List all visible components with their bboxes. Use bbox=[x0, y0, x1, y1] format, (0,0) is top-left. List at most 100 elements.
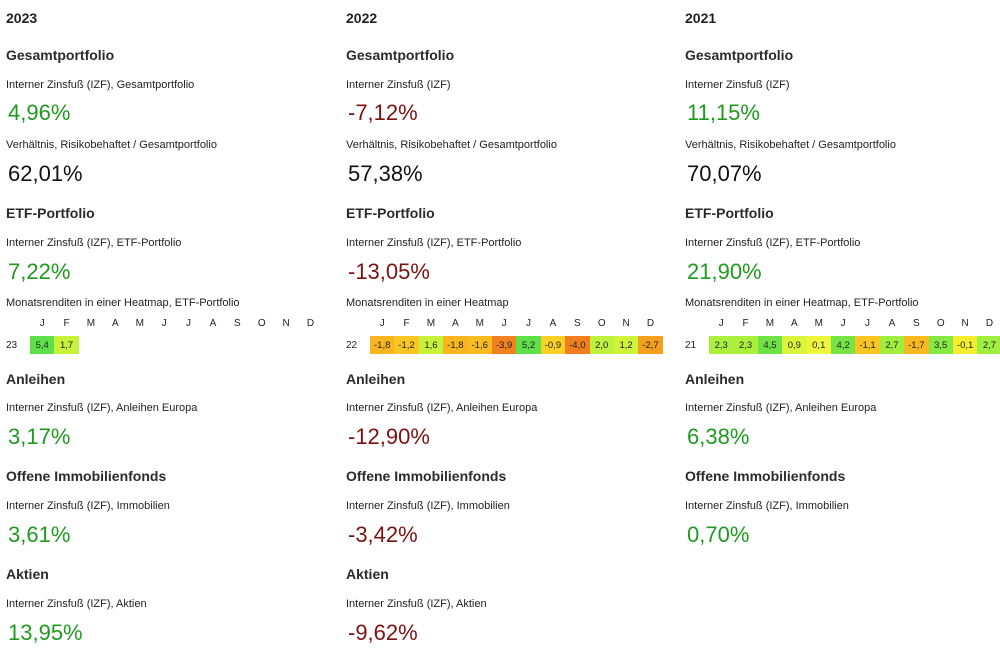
heatmap-month-label: A bbox=[791, 318, 798, 329]
heatmap-cell: 3,5 bbox=[928, 336, 953, 354]
heatmap-cell: -1,8 bbox=[443, 336, 468, 354]
heatmap-month-label: M bbox=[814, 318, 823, 329]
gesamt-irr-value: 11,15% bbox=[687, 100, 760, 125]
year-heading: 2021 bbox=[685, 10, 717, 26]
gesamt-irr-label: Interner Zinsfuß (IZF) bbox=[685, 79, 790, 91]
heatmap-month-label: A bbox=[888, 318, 896, 329]
heatmap-month-label: N bbox=[282, 318, 290, 329]
heatmap-month-label: N bbox=[961, 318, 969, 329]
immobilien-irr-value: 3,61% bbox=[8, 522, 71, 547]
heatmap-month-label: M bbox=[86, 318, 96, 329]
heatmap-row: 23 5,4 1,7 bbox=[6, 336, 79, 354]
heatmap-cell: 1,7 bbox=[54, 336, 79, 354]
immobilien-irr-value: 0,70% bbox=[687, 522, 750, 547]
heatmap-cell: 5,2 bbox=[516, 336, 541, 354]
etf-irr-label: Interner Zinsfuß (IZF), ETF-Portfolio bbox=[346, 237, 522, 249]
heatmap-month-label: J bbox=[39, 318, 45, 329]
heatmap-row: 21 2,3 2,3 4,5 0,9 0,1 4,2 -1,1 2,7 -1,7 3,5 -0,1 2,… bbox=[685, 336, 1000, 354]
heatmap-month-label: J bbox=[865, 318, 871, 329]
ratio-value: 57,38% bbox=[348, 161, 423, 186]
immobilien-irr-label: Interner Zinsfuß (IZF), Immobilien bbox=[346, 500, 510, 512]
heatmap-month-label: O bbox=[597, 318, 606, 329]
year-heading: 2023 bbox=[6, 10, 38, 26]
section-heading-etf: ETF-Portfolio bbox=[346, 205, 435, 221]
etf-irr-value: 7,22% bbox=[8, 259, 71, 284]
section-heading-immobilien: Offene Immobilienfonds bbox=[685, 468, 846, 484]
heatmap-cell: 0,9 bbox=[782, 336, 807, 354]
heatmap-month-label: A bbox=[452, 318, 459, 329]
heatmap-month-label: S bbox=[912, 318, 920, 329]
gesamt-irr-label: Interner Zinsfuß (IZF) bbox=[346, 79, 451, 91]
heatmap-cell: 0,1 bbox=[806, 336, 831, 354]
heatmap-month-label: D bbox=[646, 318, 655, 329]
heatmap-month-label: J bbox=[840, 318, 846, 329]
heatmap-cell: 2,7 bbox=[879, 336, 905, 354]
column-2021: 2021 Gesamtportfolio Interner Zinsfuß (I… bbox=[685, 0, 1000, 651]
anleihen-irr-value: -12,90% bbox=[348, 424, 430, 449]
ratio-label: Verhältnis, Risikobehaftet / Gesamtportf… bbox=[346, 139, 557, 151]
gesamt-irr-value: 4,96% bbox=[8, 100, 71, 125]
gesamt-irr-label: Interner Zinsfuß (IZF), Gesamtportfolio bbox=[6, 79, 195, 91]
ratio-value: 62,01% bbox=[8, 161, 83, 186]
heatmap-cell: -1,6 bbox=[467, 336, 492, 354]
heatmap-cell: 2,3 bbox=[733, 336, 758, 354]
etf-irr-value: 21,90% bbox=[687, 259, 762, 284]
heatmap-cell: 2,7 bbox=[977, 336, 1000, 354]
heatmap-month-label: O bbox=[936, 318, 945, 329]
heatmap-month-label: N bbox=[622, 318, 630, 329]
heatmap-cell: 2,3 bbox=[709, 336, 734, 354]
heatmap-cell: -0,9 bbox=[540, 336, 566, 354]
anleihen-irr-label: Interner Zinsfuß (IZF), Anleihen Europa bbox=[346, 402, 538, 414]
section-heading-gesamtportfolio: Gesamtportfolio bbox=[346, 47, 455, 63]
heatmap-month-label: J bbox=[501, 318, 507, 329]
heatmap-month-label: J bbox=[186, 318, 192, 329]
heatmap-cell: -1,1 bbox=[855, 336, 880, 354]
section-heading-aktien: Aktien bbox=[346, 566, 389, 582]
etf-irr-label: Interner Zinsfuß (IZF), ETF-Portfolio bbox=[685, 237, 861, 249]
gesamt-irr-value: -7,12% bbox=[348, 100, 418, 125]
heatmap-label: Monatsrenditen in einer Heatmap, ETF-Por… bbox=[6, 297, 240, 309]
heatmap-cell: -1,2 bbox=[394, 336, 419, 354]
section-heading-aktien: Aktien bbox=[6, 566, 49, 582]
section-heading-immobilien: Offene Immobilienfonds bbox=[346, 468, 507, 484]
heatmap-month-label: D bbox=[985, 318, 994, 329]
heatmap-row: 22 -1,8 -1,2 1,6 -1,8 -1,6 -3,9 5,2 -0,9 -4,0 2,0 1… bbox=[346, 336, 663, 354]
heatmap-cell: -2,7 bbox=[638, 336, 663, 354]
heatmap-month-label: M bbox=[135, 318, 144, 329]
immobilien-irr-label: Interner Zinsfuß (IZF), Immobilien bbox=[6, 500, 170, 512]
heatmap-cell: -3,9 bbox=[491, 336, 517, 354]
anleihen-irr-label: Interner Zinsfuß (IZF), Anleihen Europa bbox=[685, 402, 877, 414]
heatmap-month-label: A bbox=[549, 318, 557, 329]
section-heading-etf: ETF-Portfolio bbox=[6, 205, 95, 221]
heatmap-month-label: J bbox=[161, 318, 167, 329]
section-heading-gesamtportfolio: Gesamtportfolio bbox=[685, 47, 794, 63]
heatmap-month-label: S bbox=[573, 318, 581, 329]
heatmap-month-label: J bbox=[379, 318, 385, 329]
heatmap-label: Monatsrenditen in einer Heatmap, ETF-Por… bbox=[685, 297, 919, 309]
heatmap-year-label: 21 bbox=[685, 339, 697, 351]
year-heading: 2022 bbox=[346, 10, 378, 26]
column-2022: 2022 Gesamtportfolio Interner Zinsfuß (I… bbox=[346, 0, 666, 651]
heatmap-year-label: 23 bbox=[6, 339, 18, 351]
aktien-irr-label: Interner Zinsfuß (IZF), Aktien bbox=[346, 598, 487, 610]
heatmap-month-label: F bbox=[742, 318, 749, 329]
etf-irr-value: -13,05% bbox=[348, 259, 430, 284]
immobilien-irr-label: Interner Zinsfuß (IZF), Immobilien bbox=[685, 500, 849, 512]
heatmap-cell: 4,2 bbox=[830, 336, 856, 354]
section-heading-anleihen: Anleihen bbox=[346, 371, 406, 387]
heatmap-cell: -1,8 bbox=[370, 336, 395, 354]
heatmap-cell: 4,5 bbox=[757, 336, 783, 354]
heatmap-cell: 5,4 bbox=[30, 336, 55, 354]
heatmap-month-label: A bbox=[209, 318, 217, 329]
section-heading-gesamtportfolio: Gesamtportfolio bbox=[6, 47, 115, 63]
heatmap-month-label: A bbox=[112, 318, 119, 329]
anleihen-irr-value: 6,38% bbox=[687, 424, 750, 449]
section-heading-immobilien: Offene Immobilienfonds bbox=[6, 468, 167, 484]
anleihen-irr-value: 3,17% bbox=[8, 424, 71, 449]
anleihen-irr-label: Interner Zinsfuß (IZF), Anleihen Europa bbox=[6, 402, 198, 414]
aktien-irr-label: Interner Zinsfuß (IZF), Aktien bbox=[6, 598, 147, 610]
heatmap-month-label: O bbox=[257, 318, 266, 329]
aktien-irr-value: 13,95% bbox=[8, 620, 83, 645]
